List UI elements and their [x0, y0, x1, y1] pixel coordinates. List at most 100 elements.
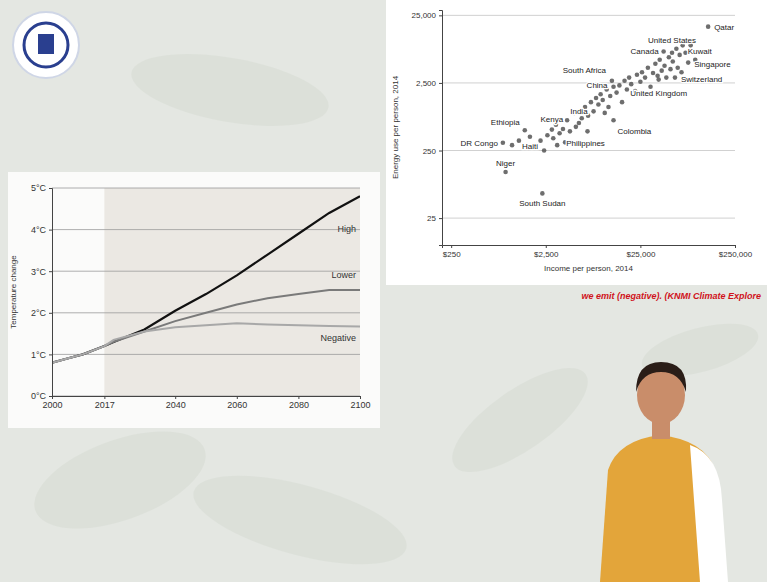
- point: [670, 59, 675, 64]
- series-label: High: [337, 224, 356, 234]
- grid: [442, 15, 735, 218]
- point: [561, 127, 566, 132]
- point: [517, 138, 522, 143]
- tick-mark: [439, 15, 442, 16]
- point: [610, 78, 615, 83]
- point: [574, 125, 579, 130]
- tick-label: 2°C: [31, 308, 47, 318]
- tick-mark: [104, 396, 105, 399]
- tick-label: $2,500: [534, 250, 559, 259]
- point: [706, 24, 711, 29]
- point: [622, 78, 627, 83]
- point: [640, 70, 645, 75]
- point: [674, 46, 679, 51]
- slide-bg: [0, 0, 767, 582]
- point: [542, 148, 547, 153]
- tick-mark: [237, 396, 238, 399]
- point-label: Philippines: [566, 139, 605, 148]
- tick-mark: [49, 354, 52, 355]
- tick: 2100: [350, 396, 370, 410]
- point: [670, 50, 675, 55]
- grid-line: [52, 271, 360, 272]
- tick-mark: [175, 396, 176, 399]
- point: [602, 111, 607, 116]
- logo-ring: [24, 23, 68, 67]
- point: [598, 92, 603, 97]
- caption: we emit (negative). (KNMI Climate Explor…: [581, 291, 761, 301]
- point: [659, 68, 664, 73]
- tick: 2080: [289, 396, 309, 410]
- tick-label: 25,000: [412, 11, 437, 20]
- point: [568, 129, 573, 134]
- tick: 0°C: [31, 391, 52, 401]
- grid: [52, 188, 360, 396]
- point-label: South Africa: [563, 66, 607, 75]
- tick-label: 2017: [95, 400, 115, 410]
- grid-line: [442, 15, 735, 16]
- point: [667, 55, 672, 60]
- series-label: Lower: [331, 270, 356, 280]
- point-label: Qatar: [714, 23, 734, 32]
- tick-label: 2040: [166, 400, 186, 410]
- point: [551, 136, 556, 141]
- panel: [8, 172, 380, 428]
- point: [557, 131, 562, 136]
- tick-mark: [298, 396, 299, 399]
- point-label: China: [587, 81, 608, 90]
- point: [625, 87, 630, 92]
- point: [677, 53, 682, 58]
- tick-mark: [49, 188, 52, 189]
- grid-line: [52, 354, 360, 355]
- point-label: Ethiopia: [491, 118, 520, 127]
- point: [629, 82, 634, 87]
- background: [0, 0, 767, 582]
- logo: [13, 12, 79, 78]
- axis-line: [49, 189, 53, 397]
- point-label: Kenya: [541, 115, 564, 124]
- point-label: Canada: [631, 47, 660, 56]
- x-axis-title: Income per person, 2014: [544, 264, 633, 273]
- x-axis: 200020172040206020802100: [42, 396, 370, 410]
- point: [538, 138, 543, 143]
- point: [653, 61, 658, 66]
- tick: 1°C: [31, 350, 52, 360]
- slide: HighLowerNegative20002017204020602080210…: [0, 0, 767, 582]
- point-label: India: [570, 107, 588, 116]
- leaf-shadow: [22, 412, 219, 549]
- tick-label: 2,500: [416, 79, 437, 88]
- tick-mark: [439, 83, 442, 84]
- point: [657, 57, 662, 62]
- tick-label: 2060: [227, 400, 247, 410]
- point: [620, 100, 625, 105]
- scatter-chart: United StatesQatarKuwaitCanadaSingaporeS…: [386, 0, 767, 285]
- tick: $250: [443, 245, 461, 259]
- tick: $2,500: [534, 245, 559, 259]
- point: [528, 134, 533, 139]
- logo-emblem: [38, 34, 54, 54]
- point: [577, 121, 582, 126]
- point: [522, 128, 527, 133]
- tick-mark: [49, 230, 52, 231]
- point: [565, 118, 570, 123]
- presenter-shawl: [690, 445, 728, 582]
- tick: $25,000: [626, 245, 655, 259]
- point: [614, 90, 619, 95]
- y-axis-title: Temperature change: [9, 255, 18, 329]
- tick-label: 1°C: [31, 350, 47, 360]
- panel: [386, 0, 767, 285]
- point: [668, 67, 673, 72]
- tick-mark: [546, 245, 547, 248]
- y-axis: 0°C1°C2°C3°C4°C5°C: [31, 183, 53, 401]
- point: [651, 71, 656, 76]
- point: [643, 75, 648, 80]
- x-axis: $250$2,500$25,000$250,000: [443, 245, 753, 259]
- point: [635, 72, 640, 77]
- point: [675, 65, 680, 70]
- point: [591, 109, 596, 114]
- tick-mark: [49, 396, 52, 397]
- tick-mark: [439, 218, 442, 219]
- plot-area: [501, 24, 711, 195]
- grid-line: [52, 188, 360, 189]
- point: [545, 133, 550, 138]
- point-label: Singapore: [694, 60, 731, 69]
